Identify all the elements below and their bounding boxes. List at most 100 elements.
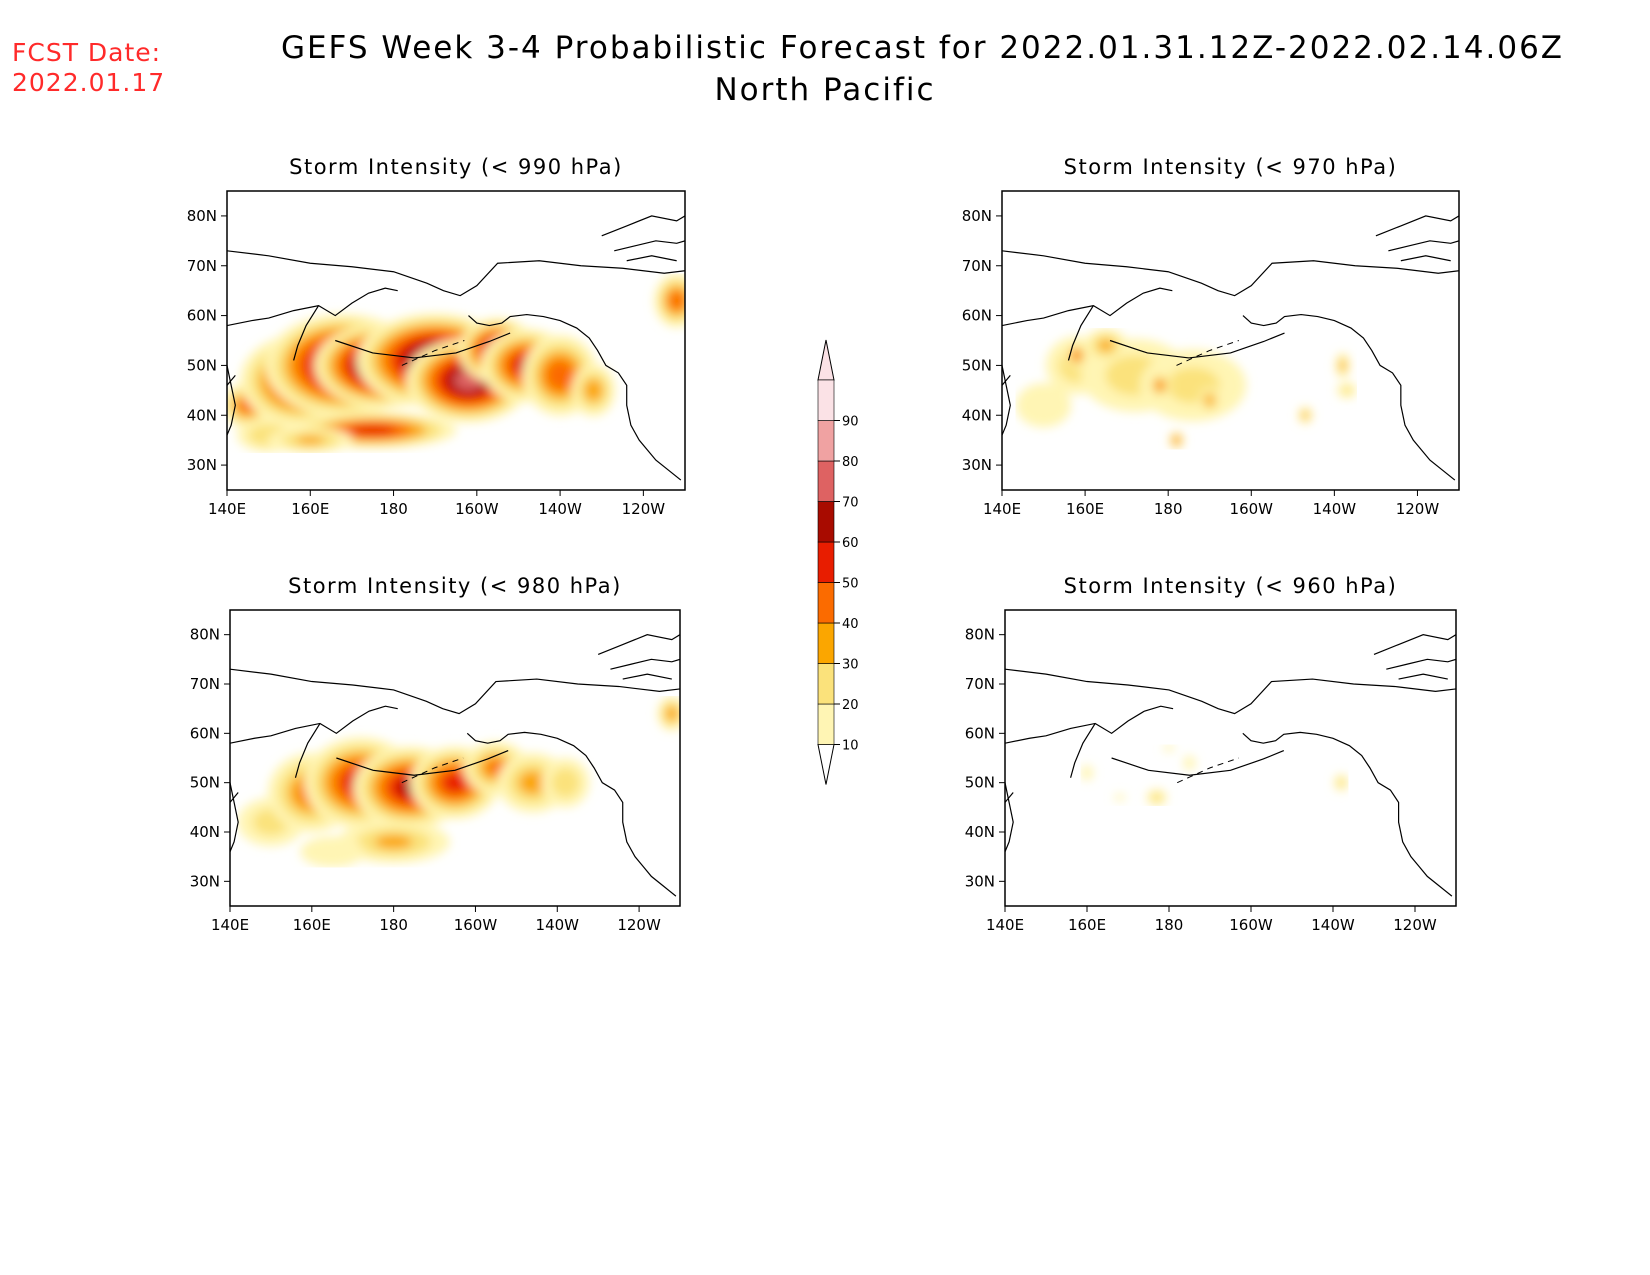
probability-cell: [1183, 755, 1196, 771]
lon-tick-label: 120W: [1393, 916, 1437, 934]
coastline: [1386, 658, 1456, 670]
coastline: [1373, 634, 1456, 655]
panel-title: Storm Intensity (< 990 hPa): [289, 155, 623, 179]
coastline: [1002, 250, 1459, 297]
colorbar-swatch: [817, 460, 835, 502]
probability-shading: [237, 696, 680, 868]
lon-tick-label: 140W: [1311, 916, 1355, 934]
lon-tick-label: 180: [1155, 916, 1184, 934]
lon-tick-label: 160E: [1068, 916, 1106, 934]
lat-tick-label: 70N: [962, 257, 992, 275]
coastline: [1242, 313, 1456, 481]
probability-shading: [1080, 744, 1349, 806]
colorbar-top-cap: [817, 339, 835, 381]
coastline: [230, 668, 680, 715]
lat-tick-label: 80N: [187, 207, 217, 225]
lon-tick-label: 180: [379, 916, 408, 934]
coastline: [335, 332, 511, 359]
coastline: [336, 750, 509, 776]
probability-cell: [349, 425, 396, 436]
lon-tick-label: 120W: [1396, 500, 1440, 518]
colorbar-swatch: [817, 703, 835, 745]
coastline: [622, 673, 672, 680]
title-line-2: North Pacific: [714, 72, 936, 108]
lat-tick-label: 70N: [187, 257, 217, 275]
forecast-date-label: FCST Date: 2022.01.17: [12, 38, 165, 98]
coastline: [1388, 240, 1459, 252]
coastline: [1242, 731, 1453, 897]
coastlines: [1005, 634, 1456, 897]
map-panel-3: Storm Intensity (< 980 hPa) 140E 160E 180 16…: [190, 574, 681, 934]
probability-cell: [1015, 383, 1072, 428]
probability-cell: [442, 772, 468, 793]
coastline: [230, 705, 398, 744]
dateline-boundary: [1176, 757, 1239, 784]
colorbar-label: 90: [842, 415, 859, 430]
lat-tick-label: 60N: [962, 307, 992, 325]
colorbar-swatch: [817, 501, 835, 543]
probability-cell: [1339, 360, 1346, 371]
lon-tick-label: 180: [379, 500, 408, 518]
probability-cell: [584, 379, 603, 402]
map-panel-1: Storm Intensity (< 990 hPa) 140E 160E 180 16…: [187, 155, 686, 518]
coastline: [1005, 668, 1456, 715]
colorbar-swatch: [817, 582, 835, 624]
lat-tick-label: 30N: [962, 456, 992, 474]
coastline: [1002, 374, 1011, 386]
probability-cell: [545, 360, 575, 391]
page-title: GEFS Week 3-4 Probabilistic Forecast for…: [0, 30, 1650, 108]
colorbar-swatch: [817, 622, 835, 664]
probability-cell: [374, 834, 413, 849]
panel-title: Storm Intensity (< 960 hPa): [1064, 574, 1398, 598]
probability-cell: [1114, 793, 1126, 801]
colorbar-label: 80: [842, 455, 859, 470]
probability-cell: [1150, 792, 1163, 803]
coastline: [227, 374, 236, 386]
probability-cell: [1163, 744, 1175, 752]
lon-tick-label: 160W: [1230, 500, 1274, 518]
coastlines: [1002, 215, 1459, 481]
lat-tick-label: 50N: [962, 356, 992, 374]
probability-cell: [295, 435, 325, 445]
probability-cell: [1073, 351, 1080, 360]
lon-tick-label: 140E: [983, 500, 1021, 518]
colorbar-swatch: [817, 541, 835, 583]
colorbar-label: 30: [842, 658, 859, 673]
probability-cell: [1205, 394, 1215, 406]
probability-cell: [1336, 777, 1346, 789]
colorbar-label: 20: [842, 698, 859, 713]
map-panel-4: Storm Intensity (< 960 hPa) 140E 160E 180 16…: [965, 574, 1457, 934]
lat-tick-label: 70N: [965, 675, 995, 693]
coastline: [1002, 365, 1011, 436]
lon-tick-label: 140W: [536, 916, 580, 934]
coastline: [227, 365, 236, 436]
lon-tick-label: 120W: [622, 500, 666, 518]
coastline: [227, 250, 685, 297]
coastline: [468, 313, 682, 481]
lat-tick-label: 60N: [965, 724, 995, 742]
lon-tick-label: 120W: [617, 916, 661, 934]
coastline: [293, 305, 320, 361]
lat-tick-label: 80N: [190, 626, 220, 644]
coastline: [1400, 255, 1451, 262]
coastline: [1005, 782, 1014, 852]
lat-tick-label: 50N: [187, 356, 217, 374]
lat-tick-label: 30N: [187, 456, 217, 474]
map-frame: [1001, 190, 1460, 491]
probability-shading: [227, 273, 685, 453]
colorbar-swatch: [817, 420, 835, 462]
lat-tick-label: 30N: [190, 872, 220, 890]
probability-cell: [1157, 382, 1163, 389]
coastlines: [230, 634, 680, 897]
lon-tick-label: 140E: [986, 916, 1024, 934]
colorbar-swatch: [817, 663, 835, 705]
lon-tick-label: 160E: [291, 500, 329, 518]
colorbar-label: 60: [842, 536, 859, 551]
map-frame: [226, 190, 686, 491]
lon-tick-label: 140E: [211, 916, 249, 934]
probability-cell: [300, 836, 365, 868]
lon-tick-label: 160E: [1066, 500, 1104, 518]
probability-cell: [518, 770, 547, 795]
lat-tick-label: 40N: [965, 823, 995, 841]
lat-tick-label: 70N: [190, 675, 220, 693]
